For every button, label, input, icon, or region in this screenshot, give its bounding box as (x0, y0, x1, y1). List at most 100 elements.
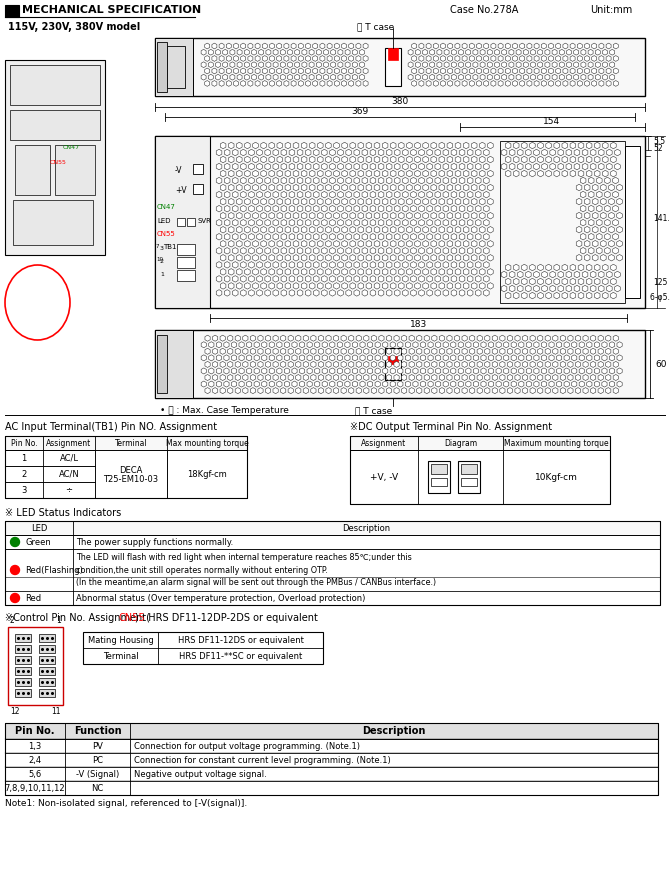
Bar (350, 436, 610, 450)
Bar (39, 678, 55, 686)
Bar (350, 436, 610, 504)
Bar (42, 313, 56, 320)
Text: Assignment: Assignment (361, 439, 407, 448)
Bar (17, 293, 31, 300)
Text: ※DC Output Terminal Pin No. Assignment: ※DC Output Terminal Pin No. Assignment (350, 422, 552, 432)
Text: HRS DF11-**SC or equivalent: HRS DF11-**SC or equivalent (179, 652, 302, 661)
Bar (15, 656, 31, 664)
Bar (5, 591, 660, 605)
Bar (42, 283, 56, 290)
Text: DECA: DECA (119, 465, 143, 474)
Bar (39, 645, 55, 653)
Bar (5, 723, 658, 739)
Bar (157, 42, 167, 92)
Bar (95, 450, 167, 498)
Text: 141.4: 141.4 (653, 214, 670, 223)
Text: PC: PC (92, 756, 103, 765)
Bar (385, 48, 401, 86)
Text: (In the meantime,an alarm signal will be sent out through the PMBus / CANBus int: (In the meantime,an alarm signal will be… (76, 578, 436, 588)
Bar (5, 60, 105, 255)
Text: 3: 3 (21, 486, 27, 495)
Text: 369: 369 (351, 107, 369, 116)
Bar (431, 464, 446, 474)
Text: CN55: CN55 (157, 231, 176, 237)
Bar (39, 656, 55, 664)
Text: AC/N: AC/N (59, 470, 79, 479)
Text: Mating Housing: Mating Housing (88, 636, 153, 645)
Bar (17, 273, 31, 280)
Text: Terminal: Terminal (103, 652, 138, 661)
Circle shape (11, 566, 19, 575)
Bar (5, 739, 658, 753)
Bar (155, 136, 645, 308)
Text: 154: 154 (543, 117, 561, 126)
Bar (5, 535, 660, 549)
Text: 11: 11 (52, 707, 61, 716)
Text: 10: 10 (156, 257, 163, 262)
Text: +V, -V: +V, -V (370, 472, 398, 481)
Text: Pin No.: Pin No. (15, 726, 55, 736)
Text: CN47: CN47 (157, 204, 176, 210)
Bar (167, 46, 185, 88)
Text: 2: 2 (21, 470, 27, 479)
Bar (5, 466, 247, 482)
Text: Terminal: Terminal (115, 439, 147, 448)
Text: LED: LED (31, 524, 47, 533)
Bar (193, 184, 203, 194)
Text: Maximum mounting torque: Maximum mounting torque (505, 439, 609, 448)
Bar (5, 753, 658, 767)
Bar (193, 164, 203, 174)
Text: 1: 1 (56, 616, 61, 625)
Text: Function: Function (74, 726, 121, 736)
Text: 2,4: 2,4 (28, 756, 42, 765)
Bar (10, 110, 100, 140)
Text: Red(Flashing): Red(Flashing) (25, 566, 83, 575)
Bar (155, 38, 645, 96)
Text: 5,6: 5,6 (28, 770, 42, 779)
Text: HRS DF11-12DS or equivalent: HRS DF11-12DS or equivalent (178, 636, 304, 645)
Text: Assignment: Assignment (46, 439, 92, 448)
Bar (39, 689, 55, 697)
Text: CN55: CN55 (119, 613, 145, 623)
Text: 60: 60 (655, 360, 667, 369)
Text: 6-φ5.2 L=12: 6-φ5.2 L=12 (650, 293, 670, 302)
Text: 52: 52 (653, 144, 663, 153)
Bar (500, 141, 625, 303)
Text: 183: 183 (410, 320, 427, 329)
Bar (458, 461, 480, 493)
Bar (427, 461, 450, 493)
Text: The LED will flash with red light when internal temperature reaches 85℃;under th: The LED will flash with red light when i… (76, 553, 412, 562)
Bar (5, 5, 19, 17)
Text: Unit:mm: Unit:mm (590, 5, 632, 15)
Text: 5.5: 5.5 (653, 138, 665, 147)
Text: ) : HRS DF11-12DP-2DS or equivalent: ) : HRS DF11-12DP-2DS or equivalent (135, 613, 318, 623)
Bar (155, 38, 193, 96)
Bar (83, 632, 323, 664)
Bar (5, 549, 660, 591)
Bar (42, 273, 56, 280)
Text: 2: 2 (160, 259, 164, 264)
Text: MECHANICAL SPECIFICATION: MECHANICAL SPECIFICATION (22, 5, 201, 15)
Text: Pin No.: Pin No. (11, 439, 38, 448)
Bar (15, 634, 31, 642)
Text: T25-EM10-03: T25-EM10-03 (103, 474, 159, 483)
Bar (177, 218, 185, 226)
Bar (625, 146, 640, 298)
Bar (42, 293, 56, 300)
Bar (177, 257, 195, 268)
Bar (15, 678, 31, 686)
Text: • Ⓣ : Max. Case Temperature: • Ⓣ : Max. Case Temperature (160, 406, 289, 415)
Text: 1: 1 (160, 272, 164, 277)
Bar (8, 627, 63, 705)
Bar (13, 200, 93, 245)
Text: 115V, 230V, 380V model: 115V, 230V, 380V model (8, 22, 140, 32)
Text: -V: -V (175, 166, 182, 175)
Circle shape (11, 537, 19, 546)
Text: Negative output voltage signal.: Negative output voltage signal. (134, 770, 267, 779)
Text: Max mounting torque: Max mounting torque (165, 439, 249, 448)
Bar (17, 303, 31, 310)
Bar (388, 48, 398, 60)
Text: 12: 12 (10, 707, 19, 716)
Bar (177, 244, 195, 255)
Text: +V: +V (175, 186, 187, 195)
